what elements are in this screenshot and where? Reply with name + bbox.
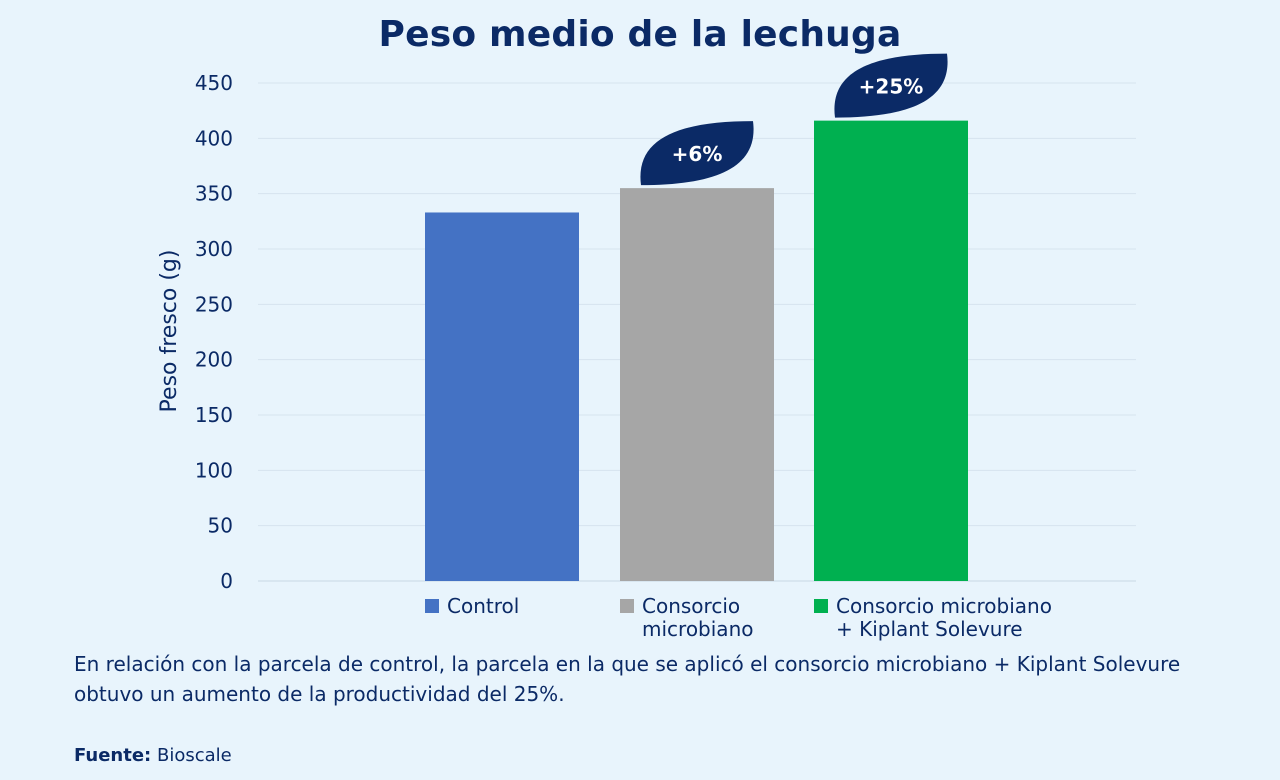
y-axis-ticks: 0 50 100 150 200 250 300 350 400 450 <box>195 71 233 593</box>
caption-text: En relación con la parcela de control, l… <box>74 652 1181 706</box>
legend-label-consorcio: Consorcio microbiano <box>642 594 754 641</box>
legend-swatch-control <box>425 599 439 613</box>
legend-item-control: Control <box>425 595 519 618</box>
leaf-icon <box>640 121 754 186</box>
y-tick-label: 250 <box>195 292 233 316</box>
source-line: Fuente: Bioscale <box>74 745 232 766</box>
y-tick-label: 200 <box>195 348 233 372</box>
legend-swatch-consorcio <box>620 599 634 613</box>
legend-item-consorcio-kiplant: Consorcio microbiano + Kiplant Solevure <box>814 595 1052 641</box>
y-tick-label: 150 <box>195 403 233 427</box>
y-axis-label: Peso fresco (g) <box>157 250 182 413</box>
legend-item-consorcio: Consorcio microbiano <box>620 595 753 641</box>
legend-swatch-consorcio-kiplant <box>814 599 828 613</box>
bars <box>425 120 968 582</box>
bar-1 <box>425 212 579 582</box>
chart-title: Peso medio de la lechuga <box>378 14 902 55</box>
legend-label-control: Control <box>447 594 520 618</box>
y-tick-label: 450 <box>195 71 233 95</box>
percent-annotation: +6% <box>672 142 723 166</box>
y-tick-label: 350 <box>195 182 233 206</box>
leaf-icon <box>834 53 948 118</box>
percent-annotation: +25% <box>859 75 924 99</box>
bar-2 <box>620 188 774 581</box>
y-tick-label: 0 <box>220 569 233 593</box>
source-value: Bioscale <box>156 745 232 766</box>
leaf-badge: +6% <box>640 121 754 186</box>
bar-3 <box>814 120 968 582</box>
y-tick-label: 50 <box>208 514 233 538</box>
source-label: Fuente: <box>74 745 152 766</box>
y-tick-label: 400 <box>195 126 233 150</box>
y-tick-label: 300 <box>195 237 233 261</box>
y-tick-label: 100 <box>195 458 233 482</box>
annotations: +6% +25% <box>640 53 948 186</box>
legend-label-consorcio-kiplant: Consorcio microbiano + Kiplant Solevure <box>836 594 1052 641</box>
leaf-badge: +25% <box>834 53 948 118</box>
